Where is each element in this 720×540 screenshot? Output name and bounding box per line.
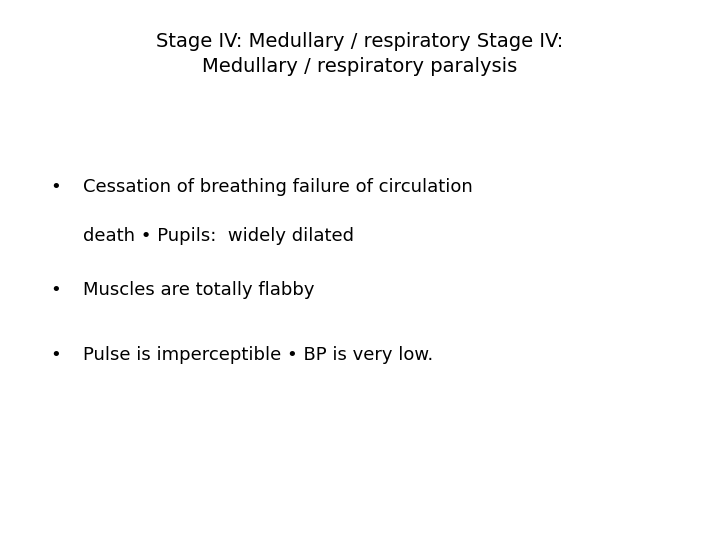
Text: •: • bbox=[50, 346, 61, 363]
Text: Muscles are totally flabby: Muscles are totally flabby bbox=[83, 281, 315, 299]
Text: death • Pupils:  widely dilated: death • Pupils: widely dilated bbox=[83, 227, 354, 245]
Text: •: • bbox=[50, 178, 61, 196]
Text: Stage IV: Medullary / respiratory Stage IV:
Medullary / respiratory paralysis: Stage IV: Medullary / respiratory Stage … bbox=[156, 32, 564, 76]
Text: Cessation of breathing failure of circulation: Cessation of breathing failure of circul… bbox=[83, 178, 472, 196]
Text: Pulse is imperceptible • BP is very low.: Pulse is imperceptible • BP is very low. bbox=[83, 346, 433, 363]
Text: •: • bbox=[50, 281, 61, 299]
